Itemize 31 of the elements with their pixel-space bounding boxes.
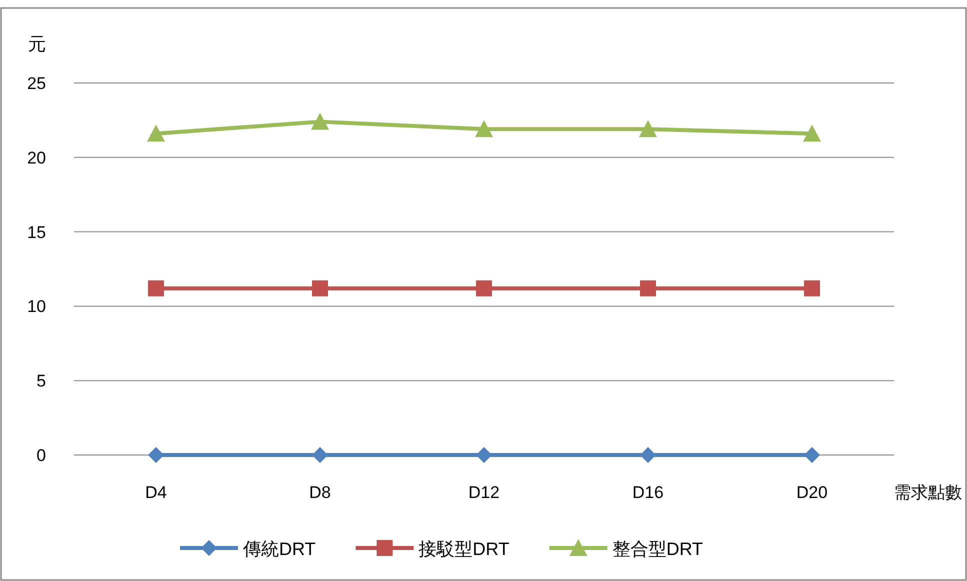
- point: [147, 124, 165, 142]
- x-tick-label: D12: [468, 483, 500, 502]
- point: [312, 447, 328, 463]
- point: [476, 447, 492, 463]
- legend-label: 傳統DRT: [242, 539, 316, 559]
- point: [804, 447, 820, 463]
- point: [312, 280, 328, 296]
- y-axis-title: 元: [28, 34, 46, 54]
- y-tick-label: 15: [27, 222, 46, 242]
- legend-label: 整合型DRT: [612, 539, 704, 559]
- point: [475, 120, 493, 138]
- y-tick-label: 5: [36, 372, 46, 391]
- point: [311, 112, 329, 130]
- x-axis-title: 需求點數: [894, 483, 962, 502]
- point: [640, 280, 656, 296]
- point: [804, 280, 820, 296]
- y-tick-label: 20: [27, 148, 46, 168]
- x-tick-label: D4: [145, 483, 167, 502]
- x-tick-label: D8: [309, 483, 331, 502]
- x-tick-label: D16: [632, 483, 664, 502]
- legend-label: 接駁型DRT: [418, 539, 510, 559]
- y-tick-label: 10: [27, 297, 46, 316]
- point: [640, 447, 656, 463]
- point: [148, 280, 164, 296]
- point: [476, 280, 492, 296]
- y-tick-label: 0: [36, 446, 46, 465]
- point: [639, 120, 657, 138]
- point: [803, 124, 821, 142]
- point: [148, 447, 164, 463]
- y-tick-label: 25: [27, 74, 46, 93]
- x-tick-label: D20: [796, 483, 828, 502]
